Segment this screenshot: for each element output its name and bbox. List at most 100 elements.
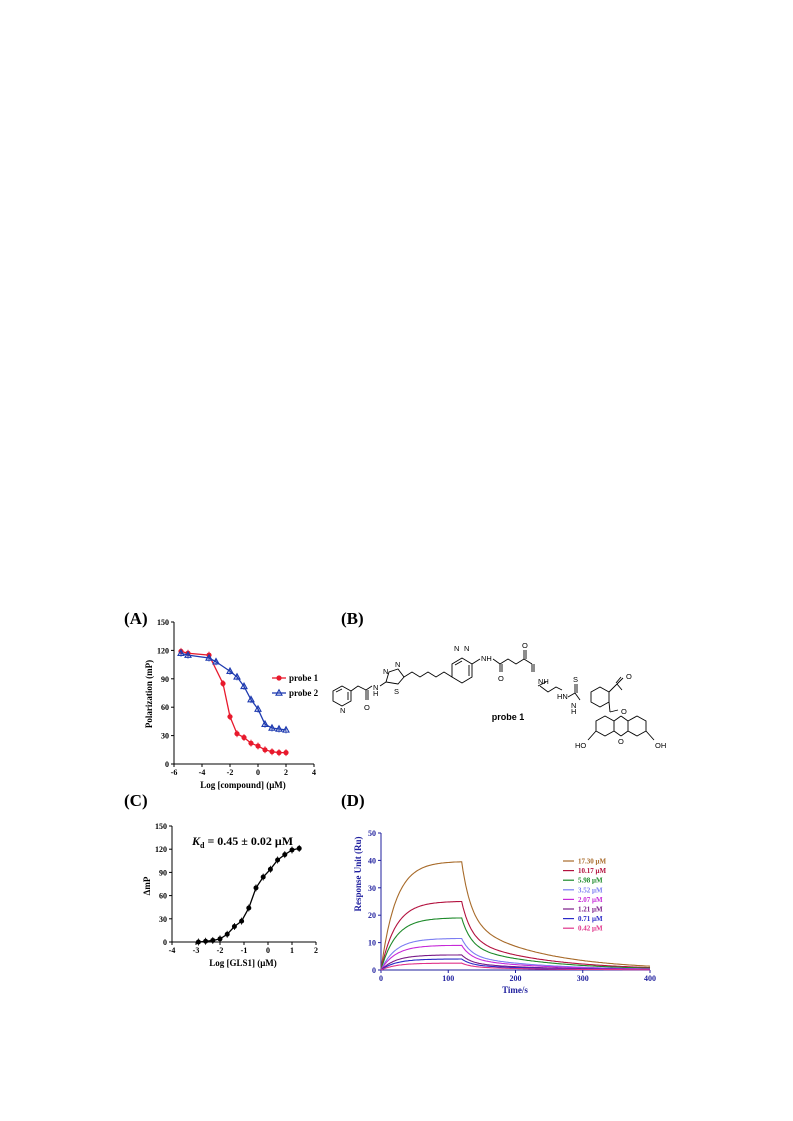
svg-text:NH: NH	[538, 677, 549, 686]
data-point	[253, 885, 259, 891]
thiadiazole-ring	[385, 668, 405, 685]
pyridine-ring	[332, 685, 352, 707]
y-tick-label: 60	[161, 703, 169, 712]
y-tick-label: 50	[368, 829, 376, 838]
data-point	[262, 747, 268, 753]
data-point	[205, 653, 213, 661]
svg-text:S: S	[573, 675, 578, 684]
xanthene-right-ring	[627, 715, 647, 737]
x-tick-label: -4	[199, 768, 206, 777]
panel-b-label: (B)	[341, 609, 364, 628]
x-tick-label: 2	[284, 768, 288, 777]
x-tick-label: -2	[227, 768, 234, 777]
y-tick-label: 10	[368, 939, 376, 948]
x-tick-label: -3	[193, 946, 200, 955]
benzofuranone-ring	[590, 686, 610, 708]
panel-c-ylabel: ΔmP	[142, 876, 152, 895]
panel-d-ylabel: Response Unit (Ru)	[353, 836, 363, 911]
x-tick-label: 100	[442, 974, 454, 983]
panel-a-ylabel: Polarization (mP)	[144, 660, 154, 728]
svg-text:H: H	[571, 707, 576, 716]
legend-label-1: probe 1	[289, 673, 319, 683]
legend-marker	[276, 675, 282, 681]
data-point	[261, 719, 269, 727]
y-tick-label: 40	[368, 856, 376, 865]
data-point	[296, 845, 302, 851]
svg-text:O: O	[621, 707, 627, 716]
svg-text:OH: OH	[655, 741, 666, 750]
data-point	[254, 704, 262, 712]
svg-text:O: O	[618, 737, 624, 746]
svg-text:H: H	[373, 689, 378, 698]
panel-c-label: (C)	[124, 791, 148, 810]
data-point	[217, 936, 223, 942]
panel-d-xlabel: Time/s	[502, 985, 528, 995]
series-line-2	[180, 652, 287, 731]
data-point	[282, 725, 290, 733]
data-point	[268, 723, 276, 731]
data-point	[184, 650, 192, 658]
data-point	[260, 874, 266, 880]
x-tick-label: -4	[169, 946, 176, 955]
y-tick-label: 60	[159, 892, 167, 901]
x-tick-label: 300	[577, 974, 589, 983]
svg-text:N: N	[340, 706, 345, 715]
data-point	[203, 938, 209, 944]
y-tick-label: 30	[161, 732, 169, 741]
legend-marker	[275, 688, 283, 696]
data-point	[289, 847, 295, 853]
y-tick-label: 120	[155, 845, 167, 854]
x-tick-label: -1	[241, 946, 248, 955]
legend-label-8: 0.42 μM	[578, 925, 603, 933]
sensorgram-1	[380, 861, 651, 971]
data-point	[233, 672, 241, 680]
data-point	[247, 695, 255, 703]
y-tick-label: 0	[163, 938, 167, 947]
svg-text:O: O	[626, 672, 632, 681]
data-point	[267, 866, 273, 872]
svg-text:O: O	[364, 703, 370, 712]
svg-text:O: O	[498, 674, 504, 683]
sensorgram-8	[380, 962, 650, 971]
data-point	[227, 714, 233, 720]
legend-label-7: 0.71 μM	[578, 915, 603, 923]
x-tick-label: 0	[266, 946, 270, 955]
data-point	[210, 937, 216, 943]
panel-d-label: (D)	[341, 791, 365, 810]
svg-text:N: N	[395, 660, 400, 669]
y-tick-label: 120	[157, 646, 169, 655]
data-point	[220, 680, 226, 687]
panel-c-xlabel: Log [GLS1] (μM)	[209, 958, 277, 968]
data-point	[275, 857, 281, 863]
data-point	[239, 918, 245, 924]
probe-1-structure	[332, 650, 655, 741]
y-tick-label: 20	[368, 911, 376, 920]
x-tick-label: -2	[217, 946, 224, 955]
legend-label-6: 1.21 μM	[578, 906, 603, 914]
svg-text:N: N	[454, 644, 459, 653]
xanthene-left-ring	[595, 715, 615, 737]
y-tick-label: 150	[155, 822, 167, 831]
data-point	[240, 682, 248, 690]
data-point	[283, 750, 289, 756]
structure-atom-labels: N O N H N N S N N NH O O NH HN S N H O O…	[340, 641, 666, 750]
x-tick-label: 1	[290, 946, 294, 955]
data-point	[269, 749, 275, 755]
data-point	[246, 905, 252, 911]
x-tick-label: 200	[510, 974, 522, 983]
legend-label-1: 17.30 μM	[578, 858, 606, 866]
svg-text:HN: HN	[557, 692, 568, 701]
kd-annotation: Kd = 0.45 ± 0.02 μM	[191, 834, 293, 850]
data-point	[276, 750, 282, 756]
svg-text:N: N	[464, 644, 469, 653]
sensorgram-2	[380, 900, 651, 971]
panel-a-xlabel: Log [compound] (μM)	[200, 780, 286, 790]
data-point	[212, 657, 220, 665]
panel-a-label: (A)	[124, 609, 148, 628]
legend-label-2: 10.17 μM	[578, 867, 606, 875]
y-tick-label: 90	[159, 868, 167, 877]
x-tick-label: -6	[171, 768, 178, 777]
x-tick-label: 400	[644, 974, 656, 983]
probe-name-label: probe 1	[492, 712, 525, 722]
